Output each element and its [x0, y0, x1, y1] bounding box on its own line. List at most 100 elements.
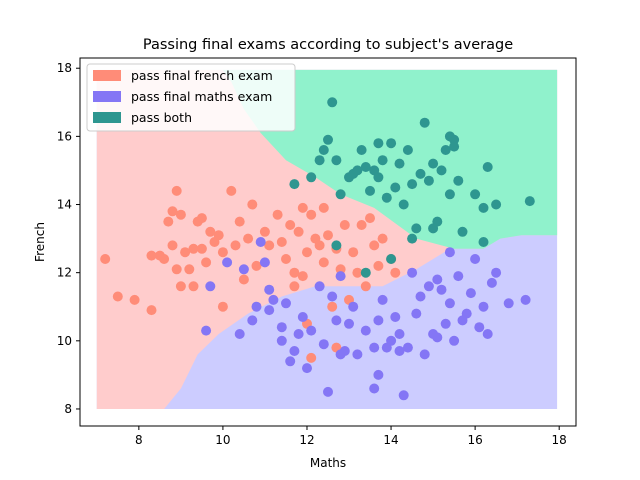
point-french: [188, 243, 199, 254]
point-maths: [238, 264, 249, 275]
point-french: [247, 199, 258, 210]
point-maths: [293, 329, 304, 339]
y-tick-label: 8: [64, 402, 72, 416]
point-french: [180, 247, 191, 258]
point-maths: [234, 329, 245, 339]
point-french: [112, 291, 123, 302]
point-both: [478, 237, 489, 247]
legend: pass final french exam pass final maths …: [86, 63, 296, 132]
point-french: [188, 281, 199, 292]
point-french: [289, 281, 300, 292]
point-french: [184, 264, 195, 275]
point-maths: [440, 318, 451, 329]
point-maths: [432, 332, 443, 343]
point-both: [444, 189, 455, 200]
point-both: [356, 145, 367, 155]
point-maths: [386, 335, 397, 346]
point-french: [238, 274, 249, 285]
point-maths: [360, 325, 371, 336]
point-maths: [281, 298, 291, 309]
point-french: [226, 185, 237, 196]
point-maths: [465, 288, 476, 299]
point-french: [390, 267, 401, 278]
point-both: [289, 179, 300, 190]
point-both: [428, 223, 439, 234]
point-both: [331, 240, 342, 251]
point-maths: [348, 301, 359, 312]
point-maths: [318, 339, 329, 350]
y-tick-label: 10: [57, 334, 72, 348]
point-maths: [331, 315, 342, 326]
point-french: [264, 240, 275, 251]
point-maths: [255, 237, 266, 247]
y-tick-label: 16: [57, 129, 72, 143]
point-maths: [276, 335, 287, 346]
point-maths: [369, 342, 380, 353]
point-french: [171, 185, 182, 196]
point-maths: [314, 281, 325, 292]
point-both: [306, 172, 317, 183]
point-maths: [369, 383, 380, 394]
y-tick-label: 14: [57, 198, 72, 212]
data-points: [100, 97, 535, 401]
point-maths: [394, 329, 405, 339]
x-tick-label: 16: [467, 433, 482, 447]
point-maths: [474, 322, 485, 333]
legend-swatch-maths: [93, 91, 121, 102]
point-french: [129, 294, 140, 305]
point-maths: [373, 369, 384, 380]
point-french: [289, 267, 300, 278]
point-french: [302, 247, 312, 258]
point-maths: [482, 329, 493, 339]
point-both: [470, 189, 481, 200]
point-french: [213, 230, 224, 241]
point-french: [196, 243, 207, 254]
point-both: [360, 267, 371, 278]
point-maths: [453, 271, 464, 282]
point-french: [146, 305, 157, 316]
point-french: [230, 240, 241, 251]
point-french: [167, 240, 178, 251]
x-tick-label: 18: [552, 433, 567, 447]
point-both: [524, 196, 535, 207]
point-french: [339, 220, 350, 230]
point-french: [314, 240, 325, 251]
region-both: [96, 69, 558, 249]
point-both: [453, 175, 464, 186]
point-maths: [306, 325, 317, 336]
point-maths: [297, 312, 308, 322]
point-both: [360, 162, 371, 172]
point-both: [373, 138, 384, 149]
axes-frame: [79, 57, 577, 427]
point-french: [159, 254, 170, 264]
point-maths: [339, 346, 350, 356]
point-maths: [285, 356, 296, 367]
point-french: [243, 233, 254, 244]
point-maths: [444, 247, 455, 258]
point-french: [201, 257, 212, 268]
y-tick-label: 18: [57, 61, 72, 75]
point-both: [323, 134, 333, 145]
point-maths: [327, 291, 338, 302]
point-french: [276, 237, 287, 247]
point-both: [365, 185, 375, 196]
point-french: [297, 271, 308, 282]
point-french: [352, 267, 363, 278]
point-french: [175, 281, 186, 292]
point-maths: [352, 349, 363, 360]
point-maths: [205, 281, 216, 292]
point-maths: [276, 322, 287, 333]
point-maths: [302, 363, 312, 374]
point-french: [281, 254, 291, 264]
point-maths: [264, 305, 275, 316]
point-french: [217, 247, 228, 258]
point-both: [318, 145, 329, 155]
x-tick-label: 10: [215, 433, 230, 447]
point-french: [373, 260, 384, 271]
y-axis-label: French: [33, 222, 47, 262]
point-maths: [478, 301, 489, 312]
point-maths: [398, 390, 409, 401]
point-french: [196, 213, 207, 224]
point-maths: [377, 294, 388, 305]
point-maths: [491, 267, 502, 278]
